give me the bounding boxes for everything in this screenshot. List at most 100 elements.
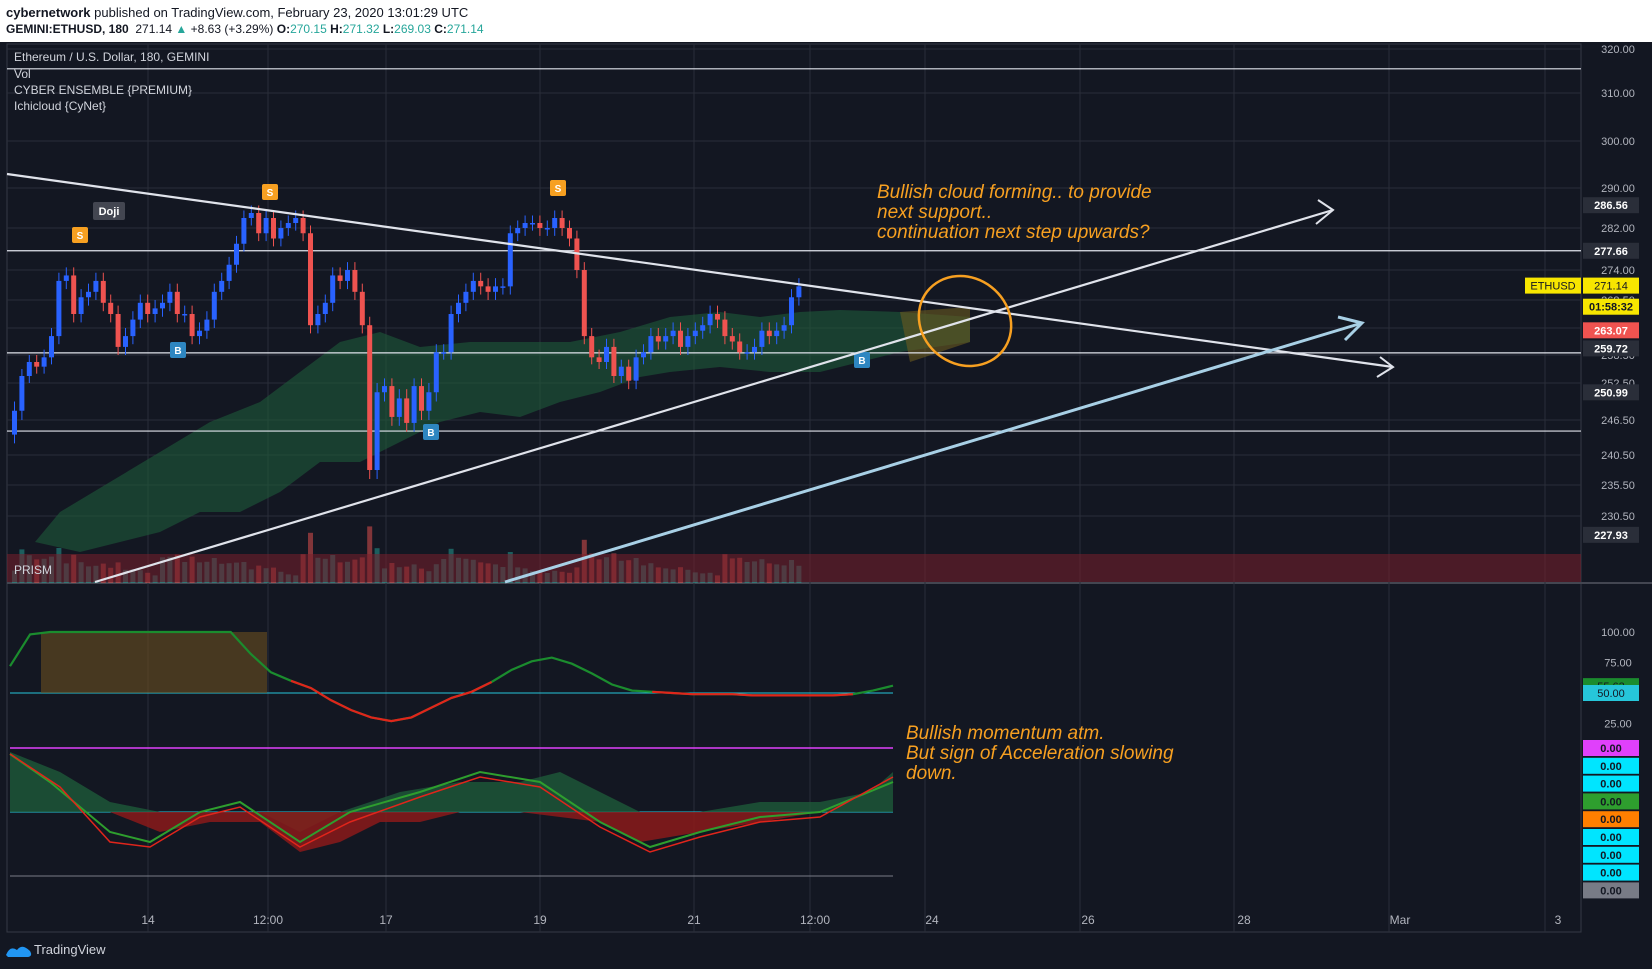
candle-body (345, 270, 350, 281)
high-label: H: (330, 22, 343, 36)
published-text: published on TradingView.com, February 2… (94, 5, 469, 20)
candle-body (692, 330, 698, 337)
candle-body (544, 228, 550, 230)
legend-prism: PRISM (14, 563, 52, 577)
chart-header: cybernetwork published on TradingView.co… (0, 0, 1652, 42)
publisher-name[interactable]: cybernetwork (6, 5, 91, 20)
osc-value-label: 0.00 (1600, 850, 1621, 862)
arrow-head-icon (1315, 199, 1335, 225)
candle-body (359, 291, 365, 326)
legend-ichicloud: Ichicloud {CyNet} (14, 99, 106, 113)
price-badge (1583, 242, 1639, 259)
prism-line-bearish (652, 690, 853, 697)
candle-body (322, 302, 328, 314)
candle-body (137, 302, 143, 320)
candle-body (707, 314, 713, 326)
momentum-annotation-line-1: Bullish momentum atm. (906, 723, 1105, 744)
candle-body (123, 336, 128, 347)
candle-body (211, 291, 217, 320)
cloud-annotation-line-3: continuation next step upwards? (877, 222, 1150, 243)
tradingview-brand[interactable]: TradingView (34, 942, 106, 957)
candle-body (248, 213, 254, 218)
osc-value-label: 0.00 (1600, 796, 1621, 808)
candle-body (167, 291, 173, 303)
time-tick-label: 3 (1555, 913, 1562, 927)
osc-value-badge (1583, 793, 1639, 810)
signal-badge (262, 184, 278, 200)
descending-trendline (6, 172, 1394, 369)
time-tick-label: 12:00 (800, 913, 830, 927)
signal-badge (854, 352, 870, 368)
candle-body (759, 330, 765, 347)
candle-body (463, 291, 469, 303)
signal-badge-letter: B (858, 356, 865, 367)
candle-body (678, 330, 683, 347)
candle-body (26, 362, 32, 376)
candle-body (271, 218, 276, 239)
low-label: L: (382, 22, 395, 36)
candle-body (581, 270, 587, 337)
candle-body (596, 357, 602, 362)
candles (12, 205, 802, 479)
price-tick-label: 235.50 (1601, 480, 1635, 492)
candle-body (19, 376, 25, 411)
candle-body (648, 336, 654, 353)
low-value: 269.03 (394, 22, 431, 36)
time-tick-label: Mar (1390, 913, 1411, 927)
time-tick-label: 21 (687, 913, 701, 927)
prism-tick-label: 25.00 (1604, 719, 1632, 731)
candle-body (515, 228, 521, 234)
osc-value-badge (1583, 775, 1639, 792)
candle-body (685, 336, 691, 347)
candle-body (130, 319, 136, 337)
time-tick-label: 14 (141, 913, 155, 927)
candle-body (337, 275, 343, 281)
signal-badge-letter: B (427, 428, 434, 439)
osc-value-label: 0.00 (1600, 814, 1621, 826)
candle-body (729, 336, 735, 342)
candle-body (219, 280, 225, 292)
candle-body (641, 352, 646, 358)
symbol-label: GEMINI:ETHUSD, 180 (6, 22, 129, 36)
legend-vol: Vol (14, 67, 31, 81)
candle-body (93, 280, 99, 292)
time-tick-label: 26 (1081, 913, 1095, 927)
candle-body (766, 330, 772, 337)
legend-main: Ethereum / U.S. Dollar, 180, GEMINI (14, 50, 209, 64)
osc-value-badge (1583, 846, 1639, 863)
signal-badge-letter: S (555, 184, 562, 195)
candle-body (774, 330, 780, 337)
candle-body (56, 280, 62, 337)
candle-body (700, 325, 706, 331)
arrow-head-icon (1337, 315, 1365, 342)
candle-body (552, 218, 558, 228)
candle-body (256, 213, 262, 234)
volume-band (7, 554, 1581, 582)
ichimoku-cloud (35, 307, 970, 552)
price-badge-label: 250.99 (1594, 387, 1628, 399)
candle-body (448, 314, 454, 353)
prism-tick-label: 75.00 (1604, 658, 1632, 670)
candle-body (49, 336, 54, 358)
price-badge (1583, 322, 1639, 339)
candle-body (374, 392, 380, 470)
trend-lines (6, 172, 1395, 584)
candle-body (145, 302, 151, 314)
candle-body (86, 291, 91, 298)
momentum-annotation: Bullish momentum atm. But sign of Accele… (906, 723, 1174, 784)
price-badge-label: 263.07 (1594, 325, 1628, 337)
candle-body (633, 357, 639, 381)
osc-value-badge (1583, 811, 1639, 828)
time-tick-label: 28 (1237, 913, 1251, 927)
ascending-trendline (94, 208, 1334, 584)
candle-body (396, 398, 402, 417)
candle-body (441, 352, 447, 354)
candle-body (63, 275, 69, 281)
prism-ob-zone (41, 632, 267, 693)
candle-body (241, 218, 247, 244)
osc-red-area (110, 812, 820, 852)
candle-body (293, 218, 299, 223)
candle-body (34, 362, 40, 367)
candle-body (470, 280, 476, 292)
